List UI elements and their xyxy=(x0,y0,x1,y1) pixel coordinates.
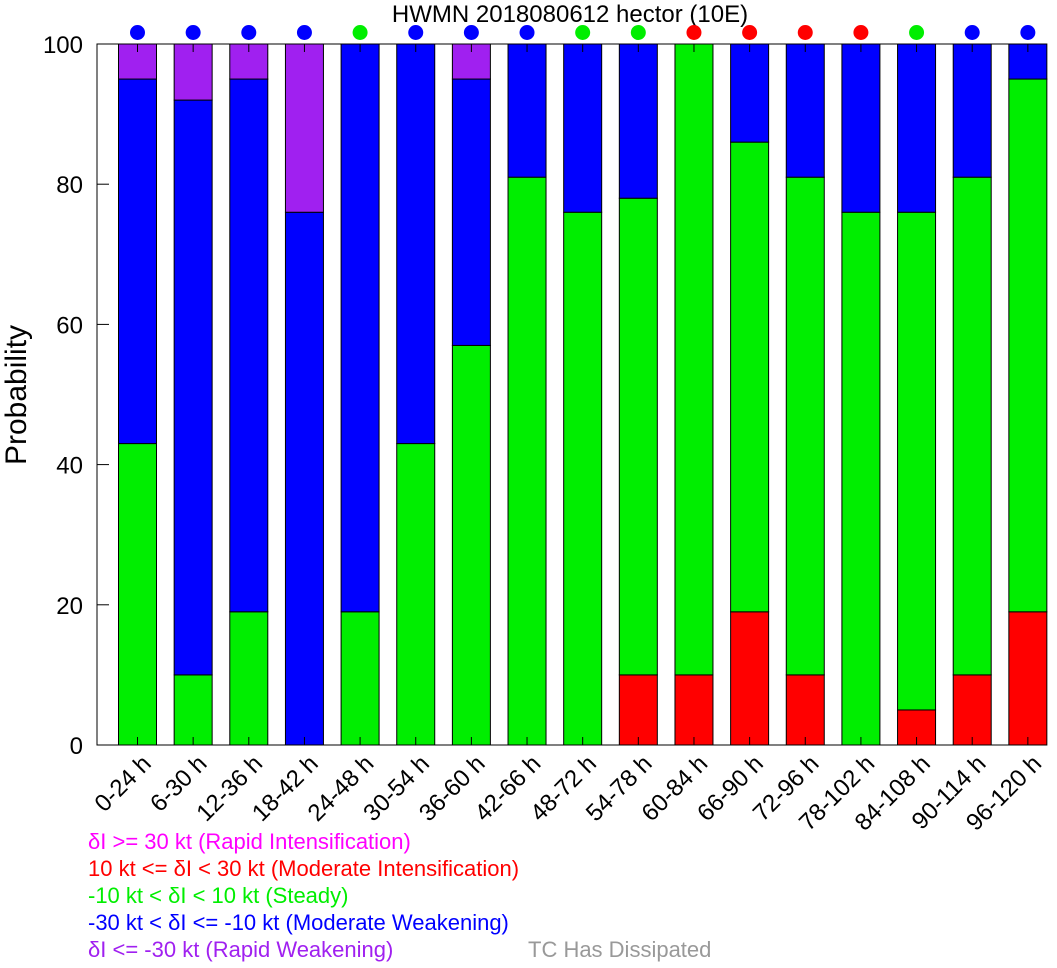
bar-st xyxy=(340,611,380,746)
bar-rw xyxy=(451,43,491,80)
marker-st xyxy=(909,25,925,40)
y-tick-label: 20 xyxy=(56,593,83,620)
bar-mw xyxy=(229,78,269,613)
bar-mw xyxy=(618,43,658,199)
legend-rapid-intensification: δI >= 30 kt (Rapid Intensification) xyxy=(88,829,411,854)
bar-st xyxy=(841,211,881,746)
bar-mi xyxy=(1008,611,1048,746)
bar-rw xyxy=(284,43,324,213)
bar-mw xyxy=(785,43,825,178)
bar-st xyxy=(674,43,714,676)
y-tick-label: 80 xyxy=(56,172,83,199)
bar-st xyxy=(785,176,825,676)
bar-st xyxy=(173,674,213,746)
bar-mi xyxy=(618,674,658,746)
bar-st xyxy=(1008,78,1048,613)
marker-mw xyxy=(408,25,424,40)
bar-st xyxy=(118,443,157,746)
bar-st xyxy=(563,211,603,746)
bar-st xyxy=(952,176,992,676)
y-tick-label: 40 xyxy=(56,453,83,480)
bar-mi xyxy=(730,611,770,746)
legend-dissipated: TC Has Dissipated xyxy=(528,937,712,962)
legend-moderate-weakening: -30 kt < δI <= -10 kt (Moderate Weakenin… xyxy=(88,910,509,935)
bar-mi xyxy=(952,674,992,746)
marker-mw xyxy=(241,25,257,40)
bar-rw xyxy=(229,43,269,80)
bar-mw xyxy=(396,43,436,445)
legend-moderate-intensification: 10 kt <= δI < 30 kt (Moderate Intensific… xyxy=(88,856,520,881)
bar-mi xyxy=(785,674,825,746)
bar-mw xyxy=(952,43,992,178)
marker-mw xyxy=(519,25,535,40)
bar-st xyxy=(897,211,937,711)
bar-st xyxy=(730,141,770,613)
marker-mw xyxy=(130,25,145,40)
bar-mw xyxy=(897,43,937,213)
bar-mw xyxy=(451,78,491,346)
bar-mw xyxy=(730,43,770,143)
marker-mi xyxy=(797,25,813,40)
legend-steady: -10 kt < δI < 10 kt (Steady) xyxy=(88,883,349,908)
bar-st xyxy=(618,197,658,676)
bar-st xyxy=(396,443,436,746)
y-tick-label: 100 xyxy=(43,32,83,59)
marker-mw xyxy=(185,25,201,40)
marker-mi xyxy=(853,25,869,40)
marker-st xyxy=(630,25,646,40)
y-tick-label: 0 xyxy=(70,733,83,760)
marker-st xyxy=(575,25,591,40)
marker-mw xyxy=(964,25,980,40)
bar-st xyxy=(507,176,547,746)
bar-mw xyxy=(563,43,603,213)
bar-mw xyxy=(118,78,157,445)
bar-mw xyxy=(284,211,324,746)
marker-st xyxy=(352,25,368,40)
marker-mw xyxy=(296,25,312,40)
marker-mw xyxy=(463,25,479,40)
bar-st xyxy=(451,344,491,746)
bar-mw xyxy=(173,99,213,676)
legend-rapid-weakening: δI <= -30 kt (Rapid Weakening) xyxy=(88,937,394,962)
marker-mi xyxy=(686,25,702,40)
marker-mi xyxy=(742,25,758,40)
marker-mw xyxy=(1020,25,1036,40)
bar-rw xyxy=(173,43,213,101)
y-tick-label: 60 xyxy=(56,312,83,339)
y-axis-label: Probability xyxy=(0,325,33,465)
bar-mw xyxy=(507,43,547,178)
bar-mw xyxy=(841,43,881,213)
bar-st xyxy=(229,611,269,746)
bar-mw xyxy=(340,43,380,613)
x-tick-label: 0-24 h xyxy=(90,750,157,817)
bar-mi xyxy=(674,674,714,746)
chart-title: HWMN 2018080612 hector (10E) xyxy=(392,1,748,28)
